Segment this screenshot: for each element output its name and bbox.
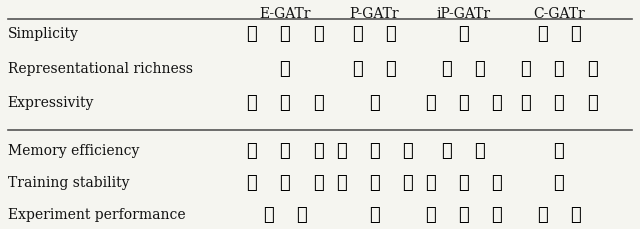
Text: Memory efficiency: Memory efficiency bbox=[8, 144, 139, 158]
Text: 🐊: 🐊 bbox=[280, 25, 291, 43]
Text: Experiment performance: Experiment performance bbox=[8, 208, 186, 222]
Text: P-GATr: P-GATr bbox=[349, 7, 399, 21]
Text: 🐊: 🐊 bbox=[335, 142, 346, 160]
Text: 🐊: 🐊 bbox=[458, 174, 468, 193]
Text: Expressivity: Expressivity bbox=[8, 96, 94, 110]
Text: 🐊: 🐊 bbox=[335, 174, 346, 193]
Text: 🐊: 🐊 bbox=[246, 142, 257, 160]
Text: 🐊: 🐊 bbox=[475, 60, 485, 78]
Text: 🐊: 🐊 bbox=[385, 25, 396, 43]
Text: 🐊: 🐊 bbox=[402, 142, 413, 160]
Text: Training stability: Training stability bbox=[8, 177, 129, 191]
Text: 🐊: 🐊 bbox=[246, 25, 257, 43]
Text: 🐊: 🐊 bbox=[313, 25, 323, 43]
Text: 🐊: 🐊 bbox=[280, 94, 291, 112]
Text: 🐊: 🐊 bbox=[520, 94, 531, 112]
Text: 🐊: 🐊 bbox=[385, 60, 396, 78]
Text: 🐊: 🐊 bbox=[296, 206, 307, 224]
Text: 🐊: 🐊 bbox=[475, 142, 485, 160]
Text: 🐊: 🐊 bbox=[458, 206, 468, 224]
Text: 🐊: 🐊 bbox=[313, 142, 323, 160]
Text: 🐊: 🐊 bbox=[313, 174, 323, 193]
Text: 🐊: 🐊 bbox=[458, 94, 468, 112]
Text: 🐊: 🐊 bbox=[587, 94, 598, 112]
Text: 🐊: 🐊 bbox=[442, 142, 452, 160]
Text: 🐊: 🐊 bbox=[587, 60, 598, 78]
Text: 🐊: 🐊 bbox=[554, 60, 564, 78]
Text: 🐊: 🐊 bbox=[313, 94, 323, 112]
Text: 🐊: 🐊 bbox=[263, 206, 274, 224]
Text: 🐊: 🐊 bbox=[537, 206, 548, 224]
Text: 🐊: 🐊 bbox=[425, 206, 436, 224]
Text: 🐊: 🐊 bbox=[369, 174, 380, 193]
Text: 🐊: 🐊 bbox=[442, 60, 452, 78]
Text: 🐊: 🐊 bbox=[369, 94, 380, 112]
Text: 🐊: 🐊 bbox=[570, 206, 581, 224]
Text: iP-GATr: iP-GATr bbox=[436, 7, 490, 21]
Text: 🐊: 🐊 bbox=[491, 174, 502, 193]
Text: 🐊: 🐊 bbox=[369, 206, 380, 224]
Text: Representational richness: Representational richness bbox=[8, 62, 193, 76]
Text: 🐊: 🐊 bbox=[554, 142, 564, 160]
Text: 🐊: 🐊 bbox=[369, 142, 380, 160]
Text: 🐊: 🐊 bbox=[520, 60, 531, 78]
Text: Simplicity: Simplicity bbox=[8, 27, 79, 41]
Text: 🐊: 🐊 bbox=[570, 25, 581, 43]
Text: 🐊: 🐊 bbox=[246, 94, 257, 112]
Text: 🐊: 🐊 bbox=[458, 25, 468, 43]
Text: 🐊: 🐊 bbox=[402, 174, 413, 193]
Text: 🐊: 🐊 bbox=[491, 206, 502, 224]
Text: 🐊: 🐊 bbox=[554, 94, 564, 112]
Text: 🐊: 🐊 bbox=[554, 174, 564, 193]
Text: 🐊: 🐊 bbox=[246, 174, 257, 193]
Text: 🐊: 🐊 bbox=[352, 25, 363, 43]
Text: 🐊: 🐊 bbox=[280, 60, 291, 78]
Text: 🐊: 🐊 bbox=[537, 25, 548, 43]
Text: 🐊: 🐊 bbox=[491, 94, 502, 112]
Text: E-GATr: E-GATr bbox=[259, 7, 310, 21]
Text: 🐊: 🐊 bbox=[352, 60, 363, 78]
Text: 🐊: 🐊 bbox=[280, 142, 291, 160]
Text: 🐊: 🐊 bbox=[425, 94, 436, 112]
Text: 🐊: 🐊 bbox=[425, 174, 436, 193]
Text: 🐊: 🐊 bbox=[280, 174, 291, 193]
Text: C-GATr: C-GATr bbox=[533, 7, 585, 21]
